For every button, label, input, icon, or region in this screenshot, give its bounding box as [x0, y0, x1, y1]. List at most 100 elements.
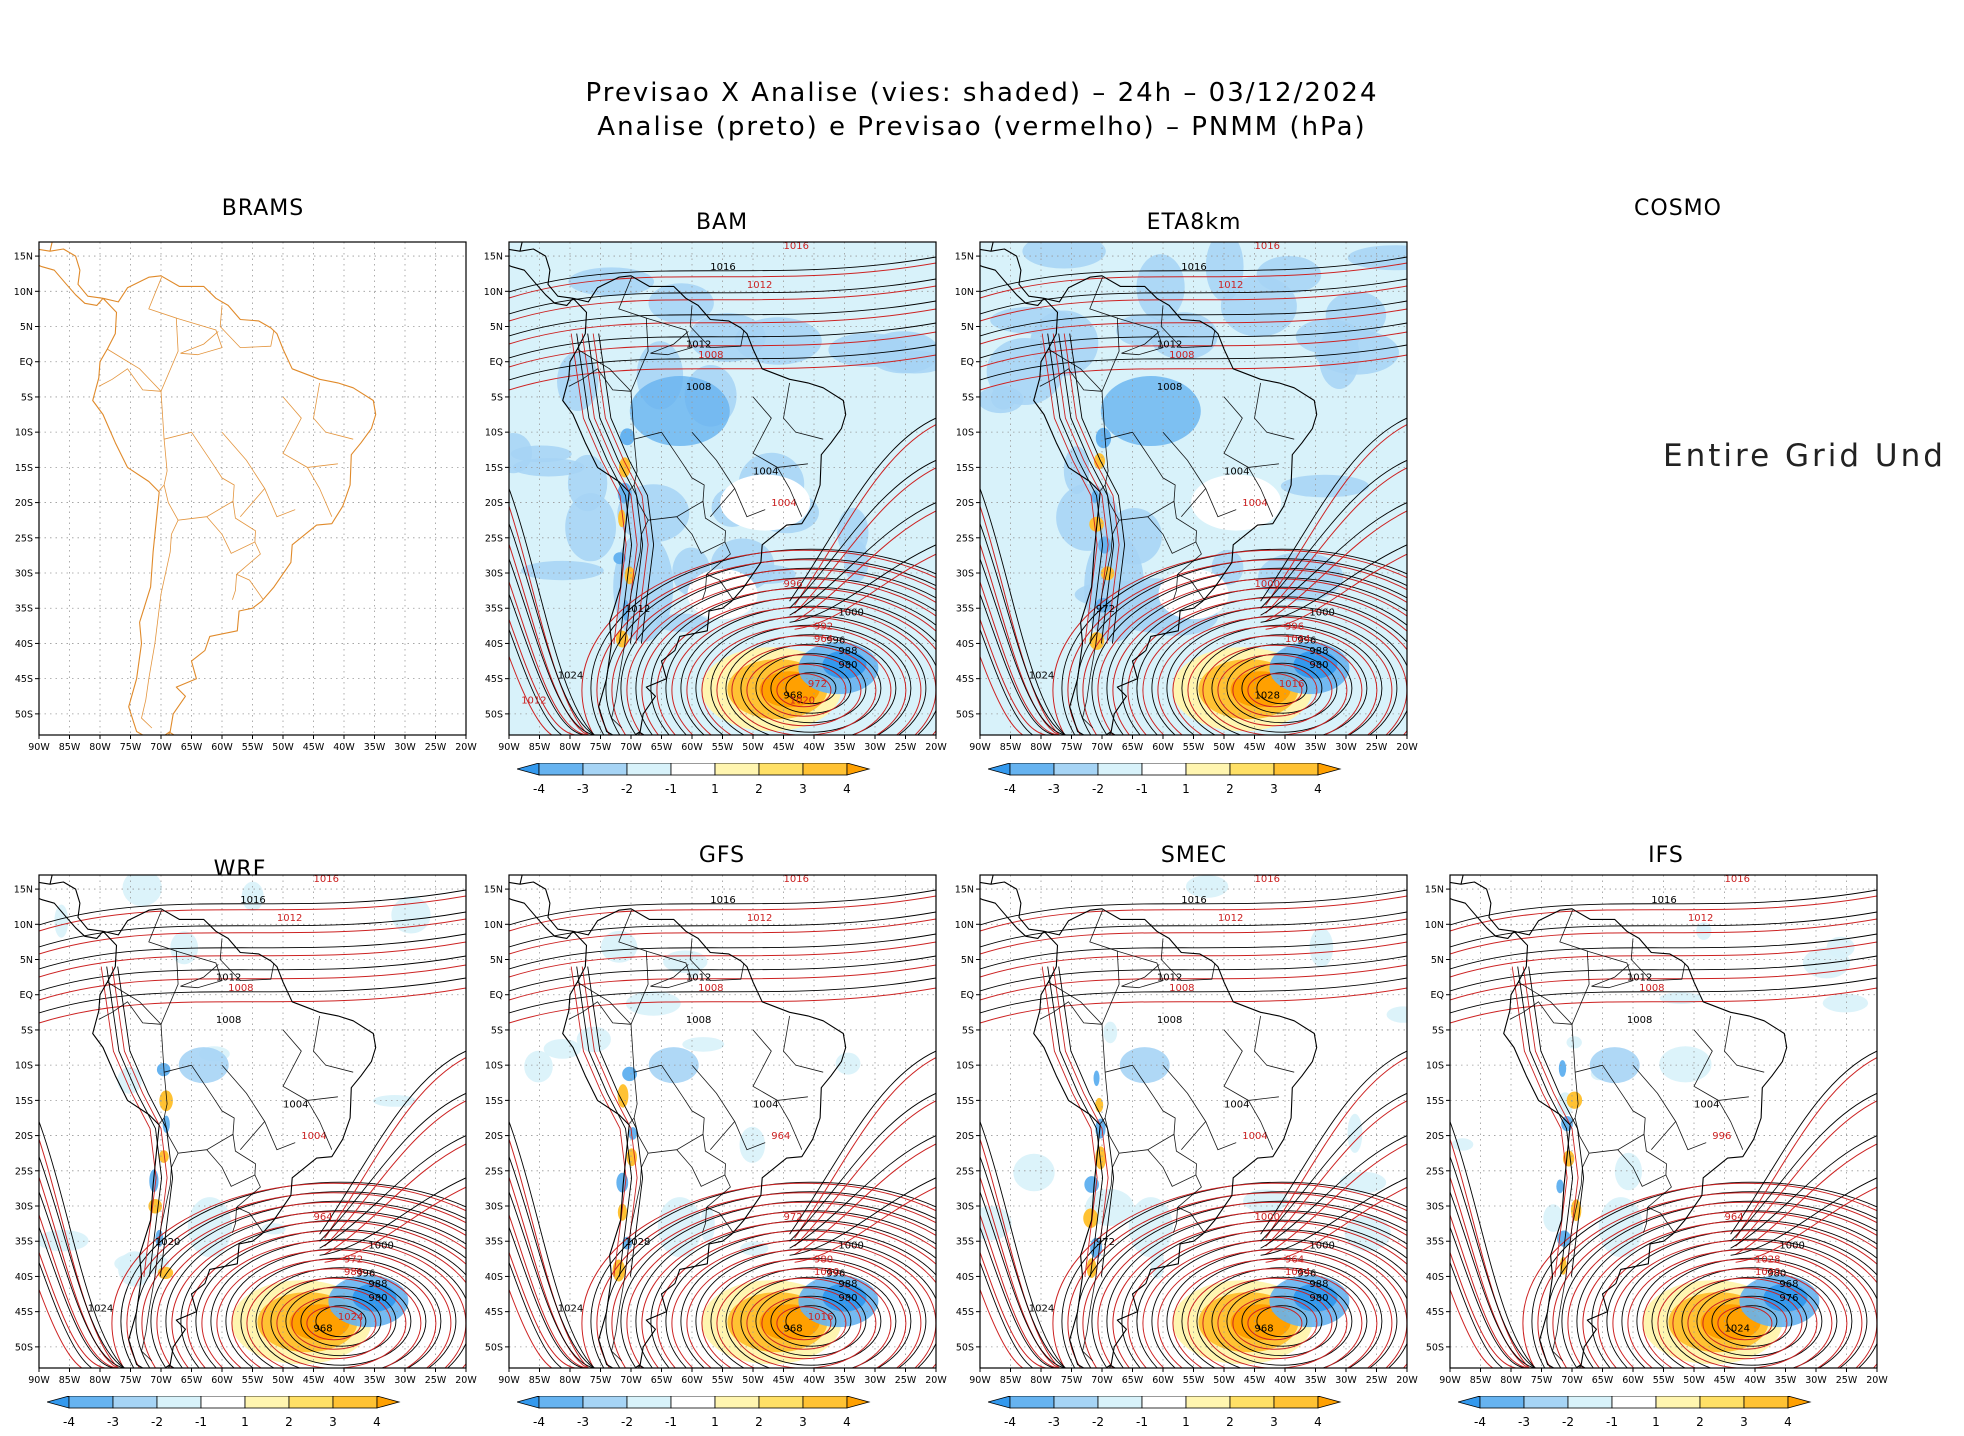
svg-text:3: 3	[1270, 782, 1278, 796]
svg-text:3: 3	[799, 782, 807, 796]
svg-text:90W: 90W	[969, 742, 991, 753]
svg-text:15N: 15N	[484, 252, 503, 263]
svg-text:972: 972	[784, 1212, 803, 1223]
svg-text:996: 996	[826, 1268, 845, 1279]
svg-text:964: 964	[814, 634, 833, 645]
svg-text:5S: 5S	[962, 392, 974, 403]
svg-text:988: 988	[368, 1279, 387, 1290]
figure-title-line2: Analise (preto) e Previsao (vermelho) – …	[597, 112, 1367, 142]
svg-text:980: 980	[1767, 1268, 1786, 1279]
svg-text:45W: 45W	[1244, 742, 1266, 753]
svg-text:60W: 60W	[211, 1375, 233, 1386]
svg-text:35S: 35S	[956, 1237, 974, 1248]
svg-text:4: 4	[843, 782, 851, 796]
colorbar-eta8km: -4 -3 -2 -1 1 2 3 4	[988, 763, 1342, 796]
svg-text:10N: 10N	[484, 920, 503, 931]
svg-text:1028: 1028	[625, 1237, 650, 1248]
country-borders	[98, 277, 354, 729]
svg-text:-1: -1	[195, 1415, 207, 1429]
svg-text:50W: 50W	[742, 742, 764, 753]
svg-text:1016: 1016	[1181, 262, 1206, 273]
svg-text:60W: 60W	[681, 1375, 703, 1386]
svg-text:45W: 45W	[1244, 1375, 1266, 1386]
svg-text:35W: 35W	[364, 742, 386, 753]
contour-labels: 1016101210081004100099698898096810241012…	[521, 242, 864, 706]
svg-text:1000: 1000	[838, 607, 863, 618]
svg-text:35S: 35S	[485, 604, 503, 615]
svg-text:20S: 20S	[956, 1131, 974, 1142]
svg-text:1008: 1008	[686, 1015, 711, 1026]
svg-text:1016: 1016	[784, 874, 809, 885]
map-panel-brams: 15N 10N 5N EQ 5S 10S 15S 20S 25S 30S 35S 40S 45S 50S 9…	[14, 241, 478, 753]
svg-text:996: 996	[1712, 1131, 1731, 1142]
svg-text:40W: 40W	[803, 742, 825, 753]
svg-text:60W: 60W	[681, 742, 703, 753]
panel-title-cosmo: COSMO	[1634, 196, 1722, 221]
svg-text:968: 968	[1779, 1279, 1798, 1290]
svg-text:90W: 90W	[28, 1375, 50, 1386]
svg-text:10S: 10S	[1426, 1061, 1444, 1072]
svg-text:-4: -4	[1004, 1415, 1016, 1429]
svg-text:50W: 50W	[1213, 1375, 1235, 1386]
svg-text:968: 968	[314, 1323, 333, 1334]
svg-text:15N: 15N	[14, 252, 33, 263]
svg-text:1004: 1004	[1242, 1131, 1267, 1142]
coastline	[509, 875, 847, 1368]
svg-text:-1: -1	[1606, 1415, 1618, 1429]
svg-text:2: 2	[1696, 1415, 1704, 1429]
svg-text:964: 964	[314, 1212, 333, 1223]
svg-text:1004: 1004	[1694, 1099, 1719, 1110]
svg-text:1024: 1024	[558, 1304, 583, 1315]
svg-text:30S: 30S	[1426, 1202, 1444, 1213]
svg-text:10S: 10S	[15, 1061, 33, 1072]
svg-text:1016: 1016	[1255, 874, 1280, 885]
country-borders	[1039, 910, 1295, 1362]
contour-labels: 1016101210081004100099698898096810249721…	[1029, 874, 1335, 1334]
svg-text:20W: 20W	[1866, 1375, 1888, 1386]
svg-text:20S: 20S	[485, 498, 503, 509]
svg-text:90W: 90W	[1439, 1375, 1461, 1386]
svg-text:25W: 25W	[1366, 1375, 1388, 1386]
svg-text:55W: 55W	[712, 742, 734, 753]
svg-text:1008: 1008	[1627, 1015, 1652, 1026]
svg-text:10N: 10N	[1425, 920, 1444, 931]
svg-text:1016: 1016	[808, 1312, 833, 1323]
svg-text:5S: 5S	[1432, 1025, 1444, 1036]
svg-text:2: 2	[285, 1415, 293, 1429]
axis-labels: 15N 10N 5N EQ 5S 10S 15S 20S 25S 30S 35S 40S 45S 50S 9…	[14, 252, 478, 753]
svg-text:10S: 10S	[956, 1061, 974, 1072]
svg-text:30S: 30S	[485, 1202, 503, 1213]
svg-text:1016: 1016	[710, 895, 735, 906]
svg-text:1000: 1000	[1779, 1240, 1804, 1251]
svg-text:50S: 50S	[956, 709, 974, 720]
bias-shading	[509, 242, 936, 735]
svg-text:-3: -3	[1518, 1415, 1530, 1429]
isobars	[509, 889, 936, 1368]
svg-text:70W: 70W	[150, 742, 172, 753]
svg-text:4: 4	[843, 1415, 851, 1429]
svg-text:30S: 30S	[956, 1202, 974, 1213]
svg-text:65W: 65W	[1122, 1375, 1144, 1386]
svg-text:75W: 75W	[120, 742, 142, 753]
svg-text:55W: 55W	[242, 742, 264, 753]
svg-text:35S: 35S	[1426, 1237, 1444, 1248]
svg-text:3: 3	[1740, 1415, 1748, 1429]
svg-text:80W: 80W	[1030, 742, 1052, 753]
map-panel-ifs: 1016101210081004100098096897610241016101…	[1425, 874, 1888, 1386]
svg-text:-4: -4	[533, 782, 545, 796]
svg-text:45S: 45S	[956, 674, 974, 685]
svg-text:1004: 1004	[771, 498, 796, 509]
svg-text:1020: 1020	[155, 1237, 180, 1248]
svg-text:992: 992	[814, 621, 833, 632]
svg-text:40W: 40W	[1274, 1375, 1296, 1386]
panel-title-eta8km: ETA8km	[1146, 210, 1242, 235]
svg-text:1012: 1012	[747, 913, 772, 924]
svg-text:40S: 40S	[485, 639, 503, 650]
svg-text:968: 968	[784, 1323, 803, 1334]
svg-text:1012: 1012	[277, 913, 302, 924]
svg-text:-4: -4	[1004, 782, 1016, 796]
svg-text:40W: 40W	[1744, 1375, 1766, 1386]
svg-text:972: 972	[1096, 604, 1115, 615]
svg-text:25S: 25S	[956, 1166, 974, 1177]
svg-text:25S: 25S	[15, 533, 33, 544]
